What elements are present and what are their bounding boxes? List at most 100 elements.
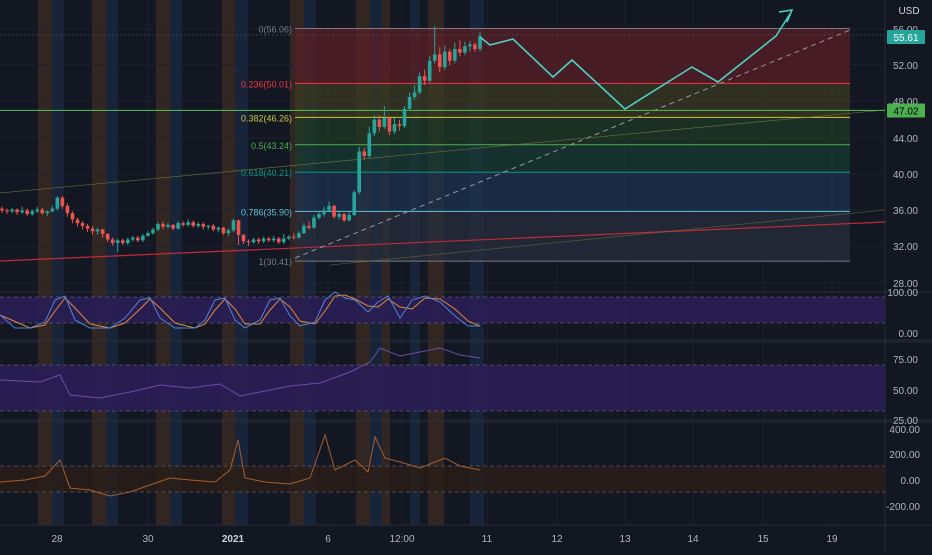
- candle-body: [437, 54, 442, 68]
- candle-body: [271, 238, 276, 241]
- cci-tick-label: 200.00: [889, 450, 920, 461]
- candle-body: [231, 220, 236, 231]
- price-tick-label: 40.00: [893, 170, 918, 181]
- candle-body: [372, 119, 377, 134]
- candle-body: [30, 211, 34, 215]
- price-tick-label: 44.00: [893, 134, 918, 145]
- candle-body: [352, 192, 357, 215]
- candle-body: [206, 225, 211, 227]
- currency-label[interactable]: USD: [898, 6, 920, 17]
- rsi-tick-label: 75.00: [893, 355, 918, 366]
- fib-zone: [295, 83, 850, 118]
- candle-body: [80, 223, 85, 226]
- fib-zone: [295, 144, 850, 173]
- cci-band: [0, 466, 885, 492]
- candle-body: [176, 223, 180, 229]
- candle-body: [120, 240, 125, 244]
- candle-body: [85, 225, 90, 229]
- candle-body: [35, 209, 40, 212]
- candle-body: [65, 205, 70, 214]
- candle-body: [382, 117, 387, 127]
- trend-lines[interactable]: [0, 29, 886, 266]
- candle-body: [50, 208, 55, 212]
- cci-line: [0, 433, 481, 497]
- price-tick-label: 52.00: [893, 61, 918, 72]
- candle-body: [297, 233, 301, 238]
- candle-body: [292, 236, 296, 238]
- price-tick-label: 36.00: [893, 206, 918, 217]
- stoch-tick-label: 100.00: [887, 288, 918, 299]
- session-band: [38, 0, 52, 525]
- dashed-diagonal-line: [294, 29, 851, 259]
- candle-body: [75, 219, 80, 224]
- session-band: [222, 0, 236, 525]
- candle-body: [105, 234, 110, 240]
- session-band: [156, 0, 170, 525]
- candlesticks: [0, 26, 482, 253]
- candle-body: [281, 238, 286, 243]
- candle-body: [45, 211, 50, 214]
- candle-body: [307, 225, 311, 228]
- projection-arrow-head: [778, 8, 794, 23]
- candle-body: [322, 210, 326, 215]
- candle-body: [473, 44, 477, 49]
- price-tick-label: 32.00: [893, 242, 918, 253]
- fib-level-label: 0.5(43.24): [251, 141, 292, 151]
- candle-body: [312, 217, 316, 228]
- candle-body: [468, 44, 472, 47]
- fib-level-label: 0.618(40.21): [241, 168, 292, 178]
- candle-body: [256, 239, 261, 242]
- rsi-band: [0, 365, 885, 411]
- candle-body: [362, 151, 367, 156]
- fib-level-label: 1(30.41): [258, 257, 292, 267]
- cci-tick-label: -200.00: [886, 502, 920, 513]
- candle-body: [427, 60, 432, 81]
- session-band: [106, 0, 118, 525]
- candle-body: [287, 236, 291, 239]
- hline-price-tag: 47.02: [893, 106, 918, 117]
- candle-body: [417, 76, 422, 93]
- candle-body: [216, 227, 221, 230]
- time-tick-label: 19: [826, 534, 838, 545]
- candle-body: [458, 48, 462, 53]
- stoch-tick-label: 0.00: [899, 329, 919, 340]
- candle-body: [151, 229, 155, 234]
- candle-body: [317, 214, 321, 218]
- time-tick-label: 2021: [222, 534, 245, 545]
- projection-polyline: [479, 13, 791, 111]
- candle-body: [276, 238, 281, 243]
- price-axis: 56.0052.0048.0044.0040.0036.0032.0028.00…: [886, 25, 925, 513]
- fib-level-label: 0.786(35.90): [241, 207, 292, 217]
- candle-body: [196, 224, 201, 226]
- time-tick-label: 6: [325, 534, 331, 545]
- candle-body: [367, 133, 372, 156]
- candle-body: [392, 124, 397, 132]
- candle-body: [342, 214, 346, 221]
- candle-body: [478, 36, 482, 49]
- candle-body: [337, 214, 341, 217]
- session-band: [170, 0, 182, 525]
- rsi-tick-label: 25.00: [893, 416, 918, 427]
- price-projection-path[interactable]: [479, 8, 794, 111]
- fib-level-label: 0(56.06): [258, 24, 292, 34]
- candle-body: [40, 209, 45, 214]
- candle-body: [442, 51, 447, 68]
- candle-body: [201, 224, 206, 227]
- candle-body: [146, 233, 150, 236]
- candle-body: [266, 238, 271, 241]
- fib-level-label: 0.382(46.26): [241, 113, 292, 123]
- time-axis: 28 30 2021 6 12:00 11 12 13 14 15 19: [51, 534, 838, 545]
- hline-price-tag-bg: [887, 103, 925, 118]
- price-tick-label: 28.00: [893, 279, 918, 290]
- candle-body: [236, 220, 241, 235]
- session-band: [382, 0, 390, 525]
- olive-trendline-lower: [329, 209, 886, 266]
- fibonacci-retracement[interactable]: 0(56.06) 0.236(50.01) 0.382(46.26) 0.5(43.2…: [241, 24, 850, 267]
- candle-body: [332, 205, 336, 217]
- candle-body: [20, 210, 24, 213]
- session-band: [410, 0, 420, 525]
- current-price-tag-bg: [887, 30, 925, 44]
- time-tick-label: 13: [619, 534, 631, 545]
